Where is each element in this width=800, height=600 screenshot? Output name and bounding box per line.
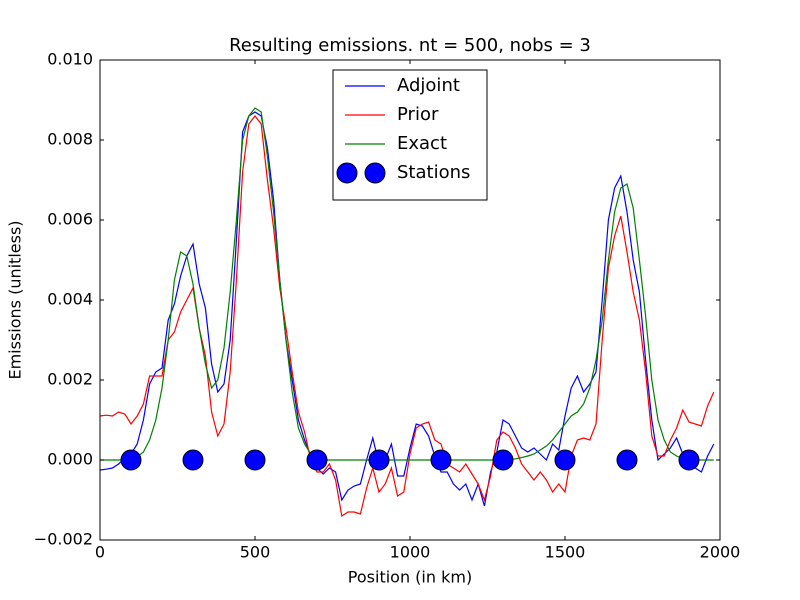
station-marker bbox=[430, 449, 452, 471]
x-tick-label: 500 bbox=[240, 543, 271, 562]
station-marker bbox=[368, 449, 390, 471]
y-tick-label: 0.004 bbox=[47, 290, 93, 309]
y-tick-label: 0.002 bbox=[47, 370, 93, 389]
x-tick-label: 2000 bbox=[700, 543, 741, 562]
y-tick-label: 0.010 bbox=[47, 50, 93, 69]
y-axis-label: Emissions (unitless) bbox=[6, 220, 25, 379]
y-tick-label: −0.002 bbox=[34, 530, 93, 549]
station-marker bbox=[678, 449, 700, 471]
x-tick-label: 1000 bbox=[390, 543, 431, 562]
legend-label: Adjoint bbox=[397, 75, 460, 96]
station-marker bbox=[182, 449, 204, 471]
station-marker bbox=[616, 449, 638, 471]
station-marker bbox=[492, 449, 514, 471]
legend-label: Prior bbox=[397, 104, 439, 125]
legend-marker bbox=[336, 162, 358, 184]
x-tick-label: 0 bbox=[95, 543, 105, 562]
y-tick-label: 0.008 bbox=[47, 130, 93, 149]
legend: Adjoint Prior Exact Stations bbox=[332, 69, 488, 201]
series-line bbox=[100, 107, 714, 461]
station-marker bbox=[554, 449, 576, 471]
series-line bbox=[99, 115, 715, 517]
y-tick-label: 0.006 bbox=[47, 210, 93, 229]
x-tick-label: 1500 bbox=[545, 543, 586, 562]
legend-label: Stations bbox=[397, 162, 470, 183]
plot-area bbox=[99, 107, 715, 517]
chart-title: Resulting emissions. nt = 500, nobs = 3 bbox=[229, 35, 591, 56]
station-marker bbox=[120, 449, 142, 471]
legend-frame bbox=[332, 69, 488, 201]
series-line bbox=[99, 111, 715, 507]
x-axis-label: Position (in km) bbox=[348, 568, 472, 587]
y-tick-label: 0.000 bbox=[47, 450, 93, 469]
legend-marker bbox=[364, 162, 386, 184]
legend-label: Exact bbox=[397, 133, 447, 154]
station-marker bbox=[306, 449, 328, 471]
station-marker bbox=[244, 449, 266, 471]
